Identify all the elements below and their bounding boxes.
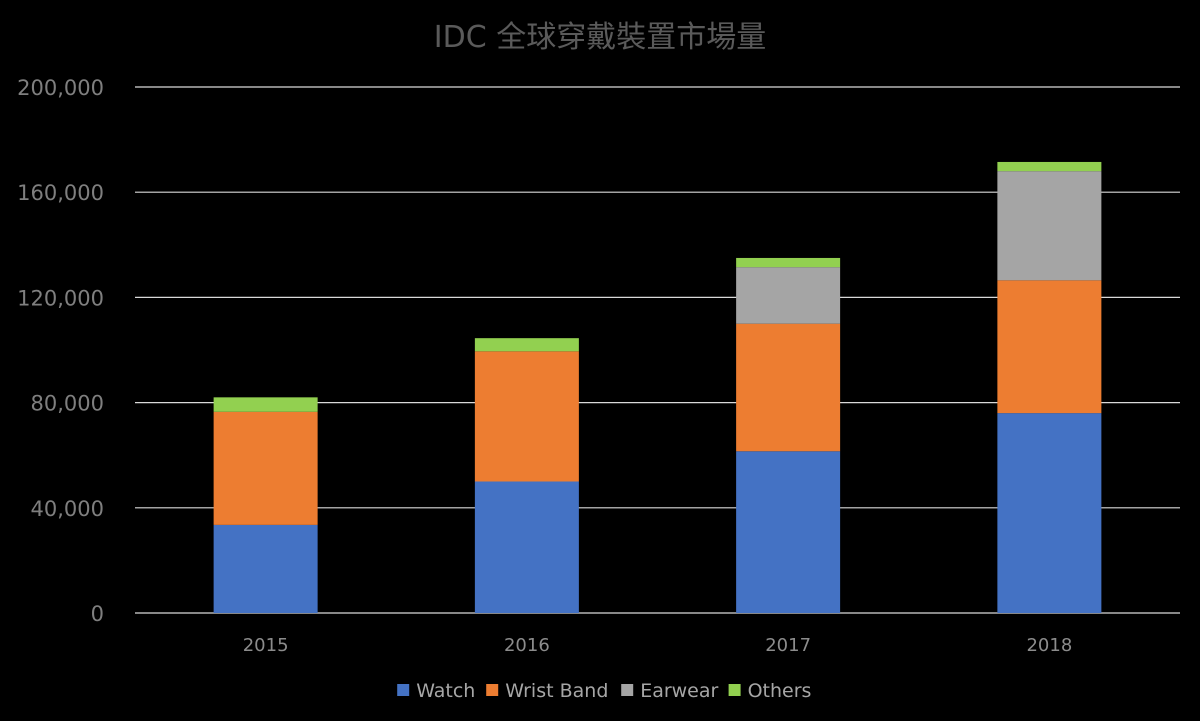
bar-segment-wrist-band-2018	[997, 280, 1102, 414]
x-tick-label: 2017	[765, 635, 811, 656]
legend-swatch-wrist-band	[486, 684, 499, 696]
legend-label-watch: Watch	[416, 680, 475, 702]
y-tick-label: 80,000	[31, 392, 104, 416]
legend-swatch-earwear	[621, 684, 634, 696]
bar-segment-watch-2018	[997, 413, 1102, 613]
bar-segment-others-2018	[997, 161, 1102, 172]
bar-segment-watch-2015	[213, 524, 318, 613]
bar-segment-others-2015	[213, 397, 318, 412]
bar-segment-watch-2017	[736, 451, 841, 613]
bar-segment-earwear-2018	[997, 171, 1102, 281]
y-tick-label: 0	[91, 602, 104, 626]
bar-segment-wrist-band-2016	[474, 351, 579, 482]
legend: Watch Wrist Band Earwear Others	[397, 680, 811, 702]
y-tick-label: 120,000	[17, 286, 104, 310]
legend-swatch-watch	[397, 684, 410, 696]
y-tick-label: 160,000	[17, 181, 104, 205]
legend-label-others: Others	[748, 680, 812, 702]
legend-label-earwear: Earwear	[640, 680, 718, 702]
bar-segment-others-2017	[736, 257, 841, 268]
bar-segment-wrist-band-2017	[736, 323, 841, 452]
x-tick-label: 2016	[504, 635, 550, 656]
bar-segment-earwear-2017	[736, 267, 841, 324]
x-axis-tick-labels: 2015 2016 2017 2018	[243, 635, 1073, 656]
y-tick-label: 40,000	[31, 497, 104, 521]
chart-title: IDC 全球穿戴裝置市場量	[434, 20, 766, 55]
bar-segment-others-2016	[474, 338, 579, 352]
legend-swatch-others	[728, 684, 741, 696]
bar-segment-wrist-band-2015	[213, 411, 318, 525]
x-tick-label: 2018	[1026, 635, 1072, 656]
y-axis-tick-labels: 0 40,000 80,000 120,000 160,000 200,000	[17, 76, 104, 626]
bar-stacks	[213, 161, 1102, 613]
legend-label-wrist-band: Wrist Band	[505, 680, 608, 702]
x-tick-label: 2015	[243, 635, 289, 656]
bar-segment-watch-2016	[474, 481, 579, 613]
y-tick-label: 200,000	[17, 76, 104, 100]
